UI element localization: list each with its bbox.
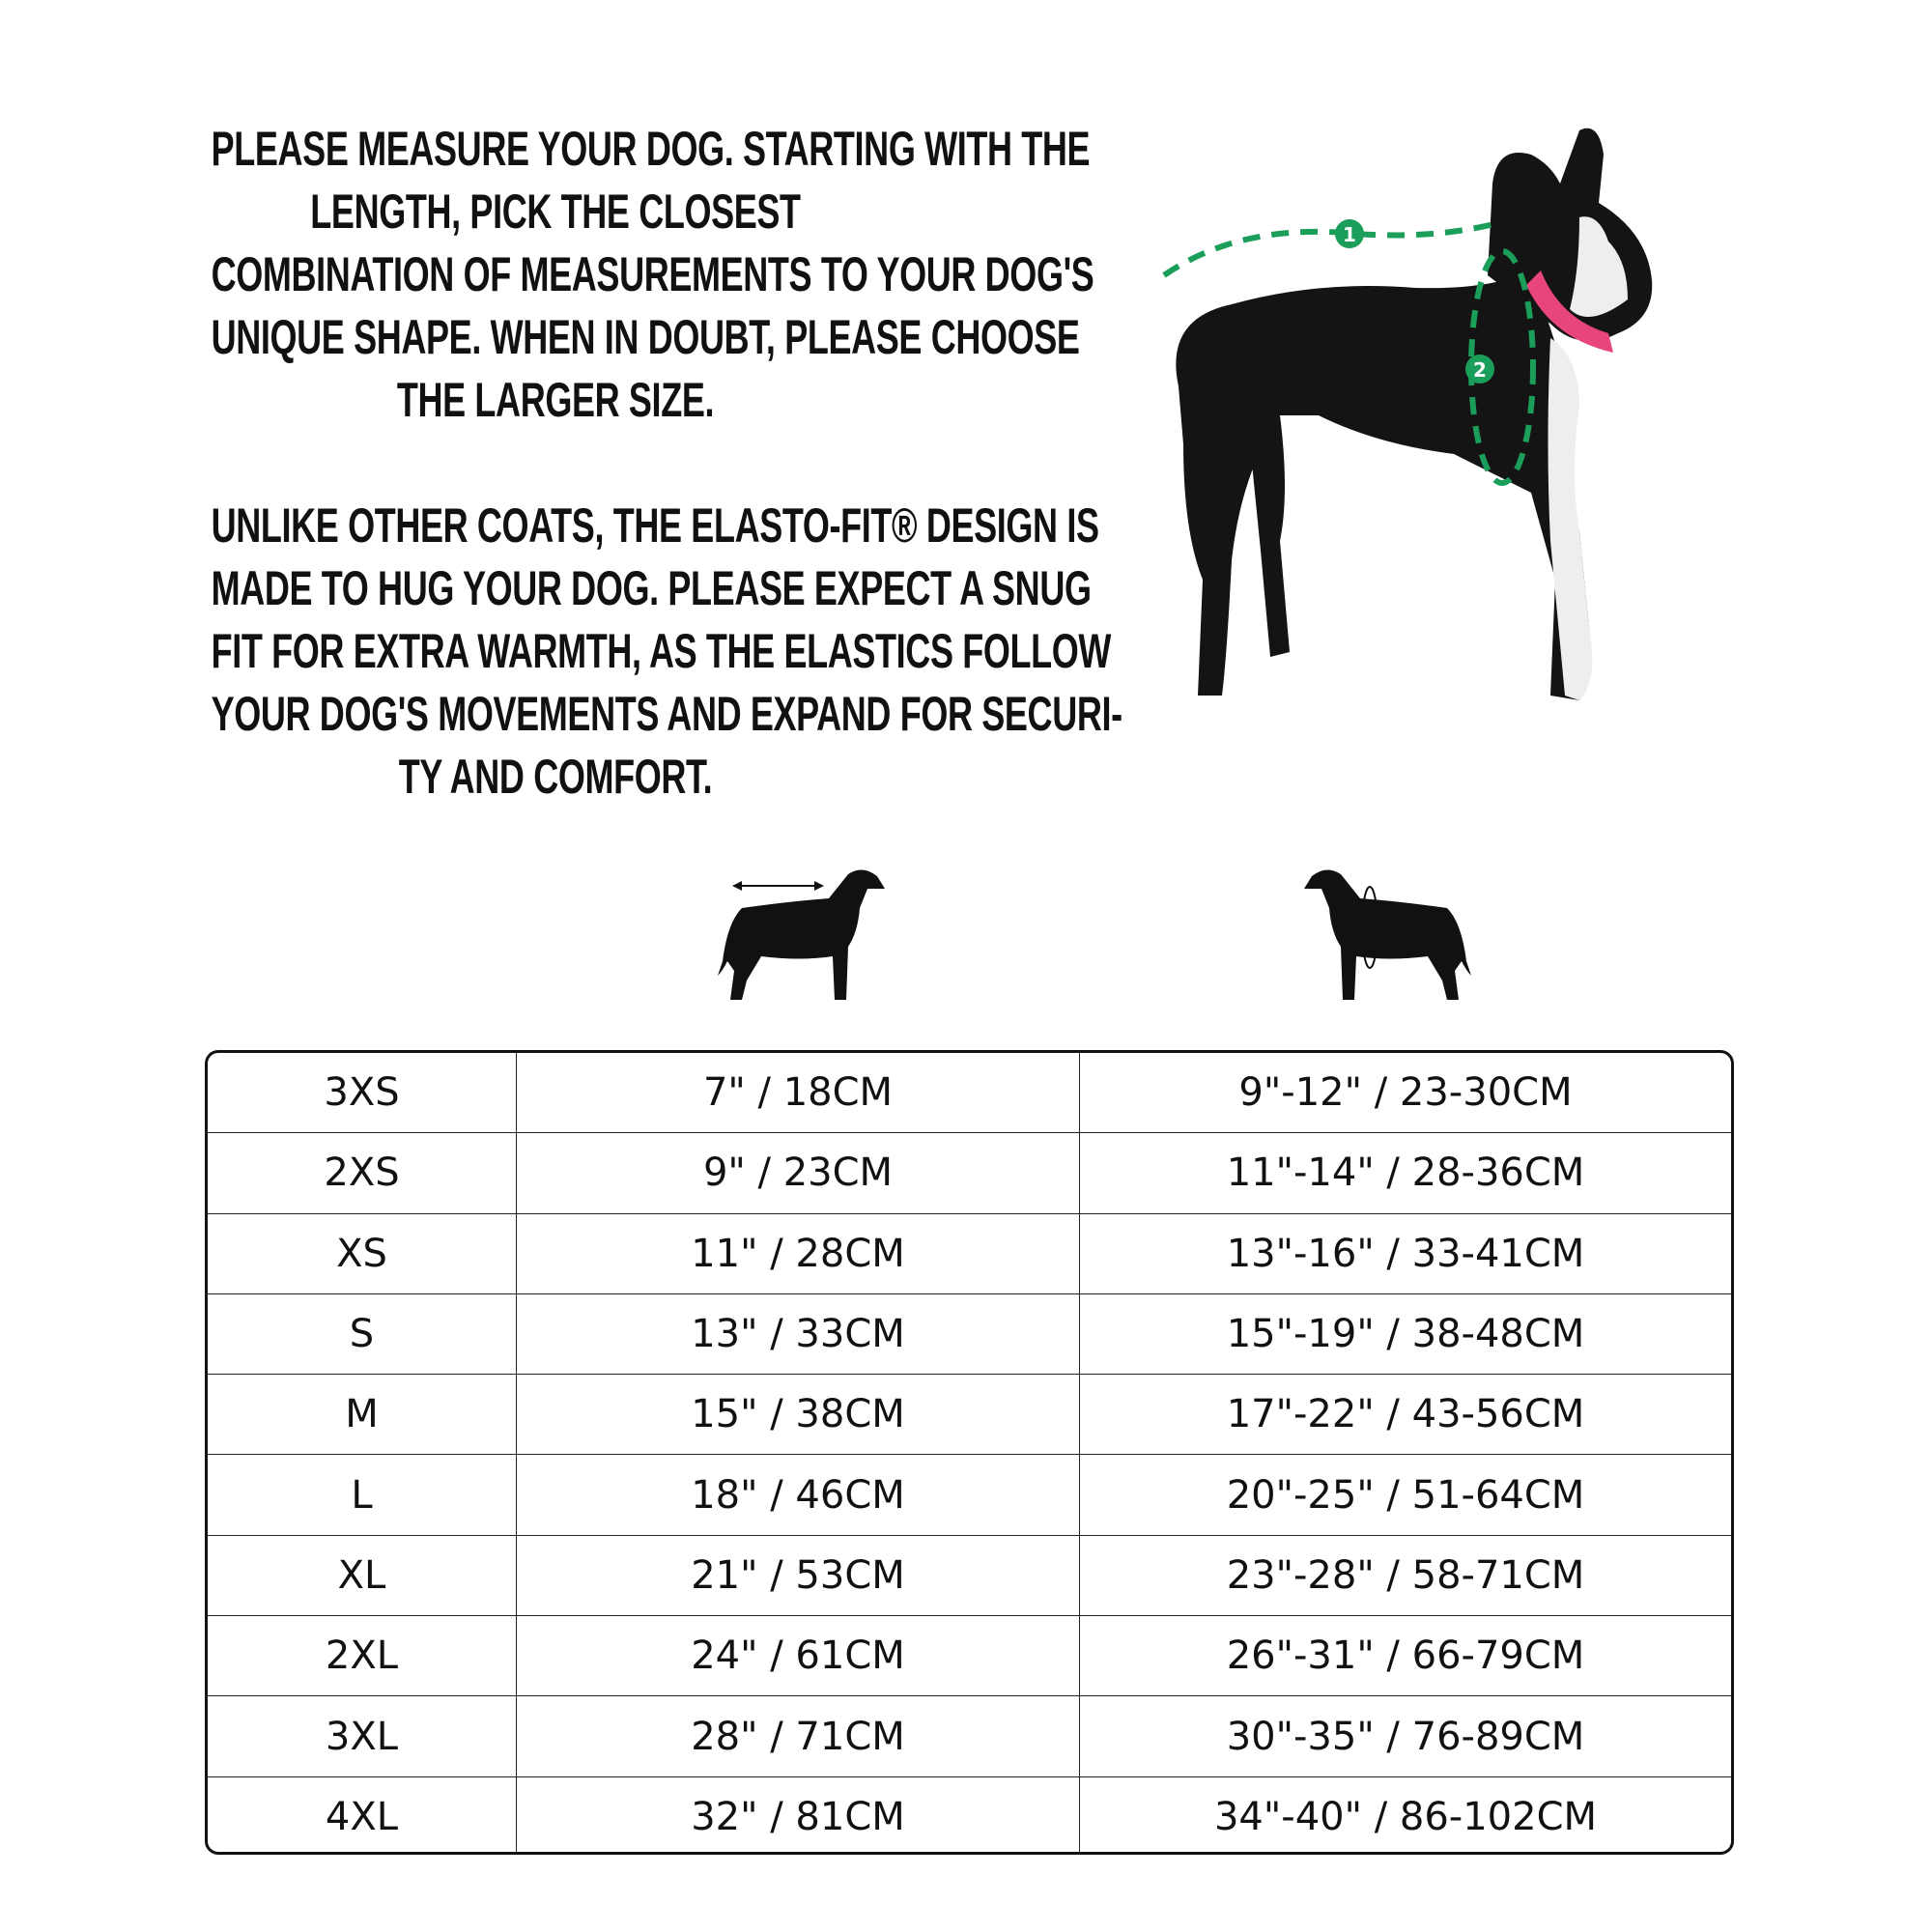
text-line: UNIQUE SHAPE. WHEN IN DOUBT, PLEASE CHOO… — [211, 310, 1080, 364]
size-cell: S — [208, 1293, 517, 1375]
text-line: TY AND COMFORT. — [398, 750, 713, 804]
table-row: S 13" / 33CM 15"-19" / 38-48CM — [208, 1293, 1731, 1376]
marker-2: 2 — [1465, 355, 1494, 384]
text-line: YOUR DOG'S MOVEMENTS AND EXPAND FOR SECU… — [211, 687, 1123, 741]
table-row: 3XS 7" / 18CM 9"-12" / 23-30CM — [208, 1053, 1731, 1134]
length-cell: 21" / 53CM — [517, 1535, 1080, 1616]
length-cell: 28" / 71CM — [517, 1696, 1080, 1776]
fit-description: UNLIKE OTHER COATS, THE ELASTO-FIT® DESI… — [77, 495, 1123, 809]
text-line: PLEASE MEASURE YOUR DOG. STARTING WITH T… — [211, 122, 1091, 176]
size-chart-table: 3XS 7" / 18CM 9"-12" / 23-30CM 2XS 9" / 23CM… — [205, 1050, 1734, 1855]
text-line: FIT FOR EXTRA WARMTH, AS THE ELASTICS FO… — [211, 624, 1112, 678]
dog-white-blaze — [1548, 216, 1628, 700]
size-cell: 3XL — [208, 1696, 517, 1776]
size-cell: 2XS — [208, 1133, 517, 1213]
length-cell: 15" / 38CM — [517, 1375, 1080, 1455]
text-line: COMBINATION OF MEASUREMENTS TO YOUR DOG'… — [211, 247, 1094, 301]
length-cell: 11" / 28CM — [517, 1213, 1080, 1293]
marker-1: 1 — [1335, 219, 1364, 248]
chest-cell: 20"-25" / 51-64CM — [1226, 1472, 1585, 1518]
table-row: L 18" / 46CM 20"-25" / 51-64CM — [208, 1455, 1731, 1536]
chest-line — [1468, 248, 1536, 486]
text-line: MADE TO HUG YOUR DOG. PLEASE EXPECT A SN… — [211, 561, 1092, 615]
size-cell: 3XS — [208, 1053, 517, 1133]
size-cell: 4XL — [208, 1776, 517, 1852]
table-row: XS 11" / 28CM 13"-16" / 33-41CM — [208, 1213, 1731, 1294]
chest-cell: 9"-12" / 23-30CM — [1238, 1070, 1573, 1116]
circular-arrow-icon — [1361, 886, 1378, 969]
dog-chest-icon — [1304, 869, 1471, 1000]
chest-cell: 30"-35" / 76-89CM — [1226, 1714, 1585, 1759]
table-row: 3XL 28" / 71CM 30"-35" / 76-89CM — [208, 1696, 1731, 1777]
length-cell: 24" / 61CM — [517, 1616, 1080, 1696]
svg-text:2: 2 — [1473, 358, 1487, 382]
collar — [1526, 270, 1613, 353]
length-cell: 7" / 18CM — [517, 1053, 1080, 1133]
length-cell: 32" / 81CM — [517, 1776, 1080, 1852]
text-line: LENGTH, PICK THE CLOSEST — [310, 185, 801, 239]
dog-measurement-photo: 1 2 — [1162, 128, 1653, 700]
size-cell: XL — [208, 1535, 517, 1616]
chest-cell: 26"-31" / 66-79CM — [1226, 1634, 1585, 1679]
double-arrow-icon — [732, 881, 824, 891]
table-row: M 15" / 38CM 17"-22" / 43-56CM — [208, 1375, 1731, 1456]
chest-cell: 11"-14" / 28-36CM — [1226, 1151, 1585, 1196]
size-cell: M — [208, 1375, 517, 1455]
measure-instructions: PLEASE MEASURE YOUR DOG. STARTING WITH T… — [77, 118, 1094, 432]
chest-cell: 17"-22" / 43-56CM — [1226, 1392, 1585, 1437]
chest-cell: 23"-28" / 58-71CM — [1226, 1552, 1585, 1598]
size-cell: XS — [208, 1213, 517, 1293]
chest-cell: 34"-40" / 86-102CM — [1213, 1795, 1598, 1840]
length-line — [1162, 219, 1503, 278]
chest-cell: 13"-16" / 33-41CM — [1226, 1231, 1585, 1276]
size-cell: 2XL — [208, 1616, 517, 1696]
table-row: 2XL 24" / 61CM 26"-31" / 66-79CM — [208, 1616, 1731, 1697]
length-cell: 18" / 46CM — [517, 1455, 1080, 1535]
table-row: XL 21" / 53CM 23"-28" / 58-71CM — [208, 1535, 1731, 1617]
text-line: THE LARGER SIZE. — [396, 373, 715, 427]
table-row: 2XS 9" / 23CM 11"-14" / 28-36CM — [208, 1133, 1731, 1214]
table-row: 4XL 32" / 81CM 34"-40" / 86-102CM — [208, 1776, 1731, 1852]
size-cell: L — [208, 1455, 517, 1535]
svg-text:1: 1 — [1343, 223, 1356, 246]
text-line: UNLIKE OTHER COATS, THE ELASTO-FIT® DESI… — [211, 498, 1099, 553]
chest-cell: 15"-19" / 38-48CM — [1226, 1312, 1585, 1357]
length-cell: 13" / 33CM — [517, 1293, 1080, 1375]
dog-length-icon — [718, 869, 885, 1000]
length-cell: 9" / 23CM — [517, 1133, 1080, 1213]
